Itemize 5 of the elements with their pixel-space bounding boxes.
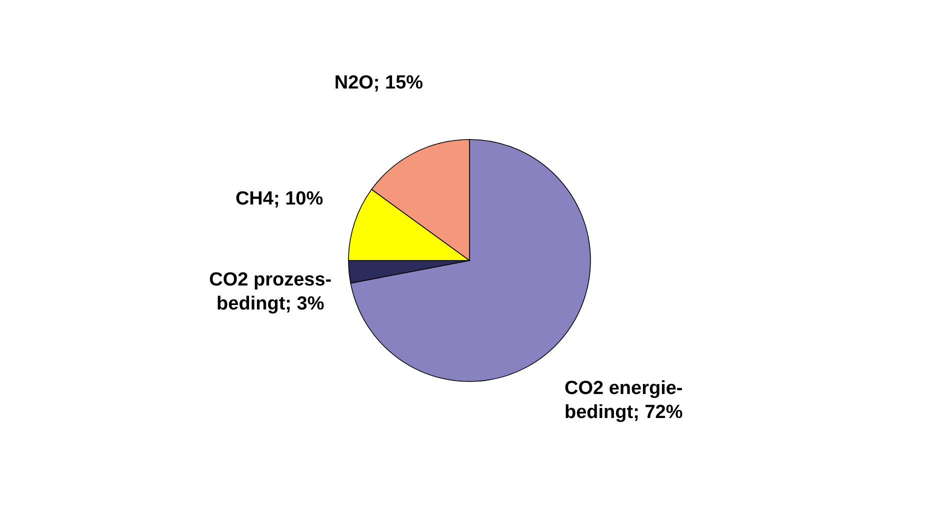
slice-label: CO2 energie- bedingt; 72%	[564, 378, 683, 423]
slice-label: CH4; 10%	[235, 188, 324, 210]
slice-label: N2O; 15%	[334, 72, 424, 94]
pie-slice	[350, 139, 591, 382]
slice-label: CO2 prozess- bedingt; 3%	[209, 269, 332, 314]
